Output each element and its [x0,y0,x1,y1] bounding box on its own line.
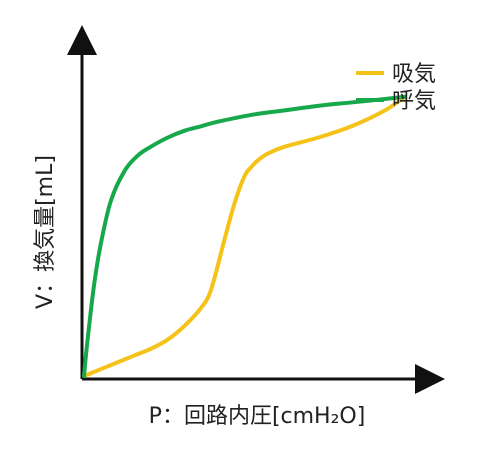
y-axis-label: V：換気量[mL] [33,155,58,309]
legend-label-1: 呼気 [392,89,436,114]
series-line-0 [82,94,407,378]
series-line-1 [82,94,407,378]
series-group [82,94,407,378]
x-axis-label: P：回路内圧[cmH₂O] [149,404,366,429]
legend-label-0: 吸気 [392,62,436,87]
